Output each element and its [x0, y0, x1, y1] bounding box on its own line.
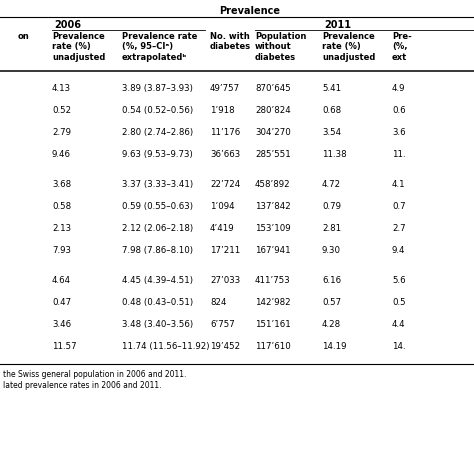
Text: 3.68: 3.68: [52, 180, 71, 189]
Text: 0.5: 0.5: [392, 298, 406, 307]
Text: 285’551: 285’551: [255, 150, 291, 159]
Text: 167’941: 167’941: [255, 246, 291, 255]
Text: 2.79: 2.79: [52, 128, 71, 137]
Text: 4.28: 4.28: [322, 320, 341, 329]
Text: 11.: 11.: [392, 150, 406, 159]
Text: 824: 824: [210, 298, 227, 307]
Text: 11.57: 11.57: [52, 342, 77, 351]
Text: 411’753: 411’753: [255, 276, 291, 285]
Text: 14.: 14.: [392, 342, 406, 351]
Text: 1’094: 1’094: [210, 202, 235, 211]
Text: 0.52: 0.52: [52, 106, 71, 115]
Text: 0.57: 0.57: [322, 298, 341, 307]
Text: Prevalence
rate (%)
unadjusted: Prevalence rate (%) unadjusted: [322, 32, 375, 62]
Text: 2.80 (2.74–2.86): 2.80 (2.74–2.86): [122, 128, 193, 137]
Text: 280’824: 280’824: [255, 106, 291, 115]
Text: 9.30: 9.30: [322, 246, 341, 255]
Text: 3.37 (3.33–3.41): 3.37 (3.33–3.41): [122, 180, 193, 189]
Text: 0.54 (0.52–0.56): 0.54 (0.52–0.56): [122, 106, 193, 115]
Text: 5.6: 5.6: [392, 276, 406, 285]
Text: 2006: 2006: [54, 20, 81, 30]
Text: 0.68: 0.68: [322, 106, 341, 115]
Text: 9.4: 9.4: [392, 246, 405, 255]
Text: 1’918: 1’918: [210, 106, 235, 115]
Text: Prevalence
rate (%)
unadjusted: Prevalence rate (%) unadjusted: [52, 32, 105, 62]
Text: 9.46: 9.46: [52, 150, 71, 159]
Text: Prevalence rate
(%, 95–CIᵃ)
extrapolatedᵇ: Prevalence rate (%, 95–CIᵃ) extrapolated…: [122, 32, 197, 62]
Text: 6’757: 6’757: [210, 320, 235, 329]
Text: 117’610: 117’610: [255, 342, 291, 351]
Text: 304’270: 304’270: [255, 128, 291, 137]
Text: Population
without
diabetes: Population without diabetes: [255, 32, 306, 62]
Text: 3.54: 3.54: [322, 128, 341, 137]
Text: 458’892: 458’892: [255, 180, 291, 189]
Text: 2011: 2011: [324, 20, 351, 30]
Text: 0.6: 0.6: [392, 106, 406, 115]
Text: 5.41: 5.41: [322, 84, 341, 93]
Text: 4.4: 4.4: [392, 320, 406, 329]
Text: 19’452: 19’452: [210, 342, 240, 351]
Text: 3.89 (3.87–3.93): 3.89 (3.87–3.93): [122, 84, 193, 93]
Text: 36’663: 36’663: [210, 150, 240, 159]
Text: Pre-
(%,
ext: Pre- (%, ext: [392, 32, 412, 62]
Text: 0.59 (0.55–0.63): 0.59 (0.55–0.63): [122, 202, 193, 211]
Text: 0.58: 0.58: [52, 202, 71, 211]
Text: 14.19: 14.19: [322, 342, 346, 351]
Text: 0.79: 0.79: [322, 202, 341, 211]
Text: 4.1: 4.1: [392, 180, 406, 189]
Text: 3.46: 3.46: [52, 320, 71, 329]
Text: the Swiss general population in 2006 and 2011.: the Swiss general population in 2006 and…: [3, 370, 186, 379]
Text: 0.47: 0.47: [52, 298, 71, 307]
Text: 9.63 (9.53–9.73): 9.63 (9.53–9.73): [122, 150, 193, 159]
Text: 11.38: 11.38: [322, 150, 346, 159]
Text: 11.74 (11.56–11.92): 11.74 (11.56–11.92): [122, 342, 210, 351]
Text: 4.45 (4.39–4.51): 4.45 (4.39–4.51): [122, 276, 193, 285]
Text: 4.9: 4.9: [392, 84, 405, 93]
Text: Prevalence: Prevalence: [219, 6, 281, 16]
Text: No. with
diabetes: No. with diabetes: [210, 32, 251, 51]
Text: 142’982: 142’982: [255, 298, 291, 307]
Text: 2.13: 2.13: [52, 224, 71, 233]
Text: 137’842: 137’842: [255, 202, 291, 211]
Text: 17’211: 17’211: [210, 246, 240, 255]
Text: 49’757: 49’757: [210, 84, 240, 93]
Text: 870’645: 870’645: [255, 84, 291, 93]
Text: 3.6: 3.6: [392, 128, 406, 137]
Text: 3.48 (3.40–3.56): 3.48 (3.40–3.56): [122, 320, 193, 329]
Text: 0.48 (0.43–0.51): 0.48 (0.43–0.51): [122, 298, 193, 307]
Text: 27’033: 27’033: [210, 276, 240, 285]
Text: 2.81: 2.81: [322, 224, 341, 233]
Text: 7.98 (7.86–8.10): 7.98 (7.86–8.10): [122, 246, 193, 255]
Text: 0.7: 0.7: [392, 202, 406, 211]
Text: 153’109: 153’109: [255, 224, 291, 233]
Text: 4.64: 4.64: [52, 276, 71, 285]
Text: 11’176: 11’176: [210, 128, 240, 137]
Text: 2.12 (2.06–2.18): 2.12 (2.06–2.18): [122, 224, 193, 233]
Text: lated prevalence rates in 2006 and 2011.: lated prevalence rates in 2006 and 2011.: [3, 381, 162, 390]
Text: 4.72: 4.72: [322, 180, 341, 189]
Text: 6.16: 6.16: [322, 276, 341, 285]
Text: 4’419: 4’419: [210, 224, 235, 233]
Text: on: on: [18, 32, 30, 41]
Text: 22’724: 22’724: [210, 180, 240, 189]
Text: 4.13: 4.13: [52, 84, 71, 93]
Text: 151’161: 151’161: [255, 320, 291, 329]
Text: 7.93: 7.93: [52, 246, 71, 255]
Text: 2.7: 2.7: [392, 224, 406, 233]
